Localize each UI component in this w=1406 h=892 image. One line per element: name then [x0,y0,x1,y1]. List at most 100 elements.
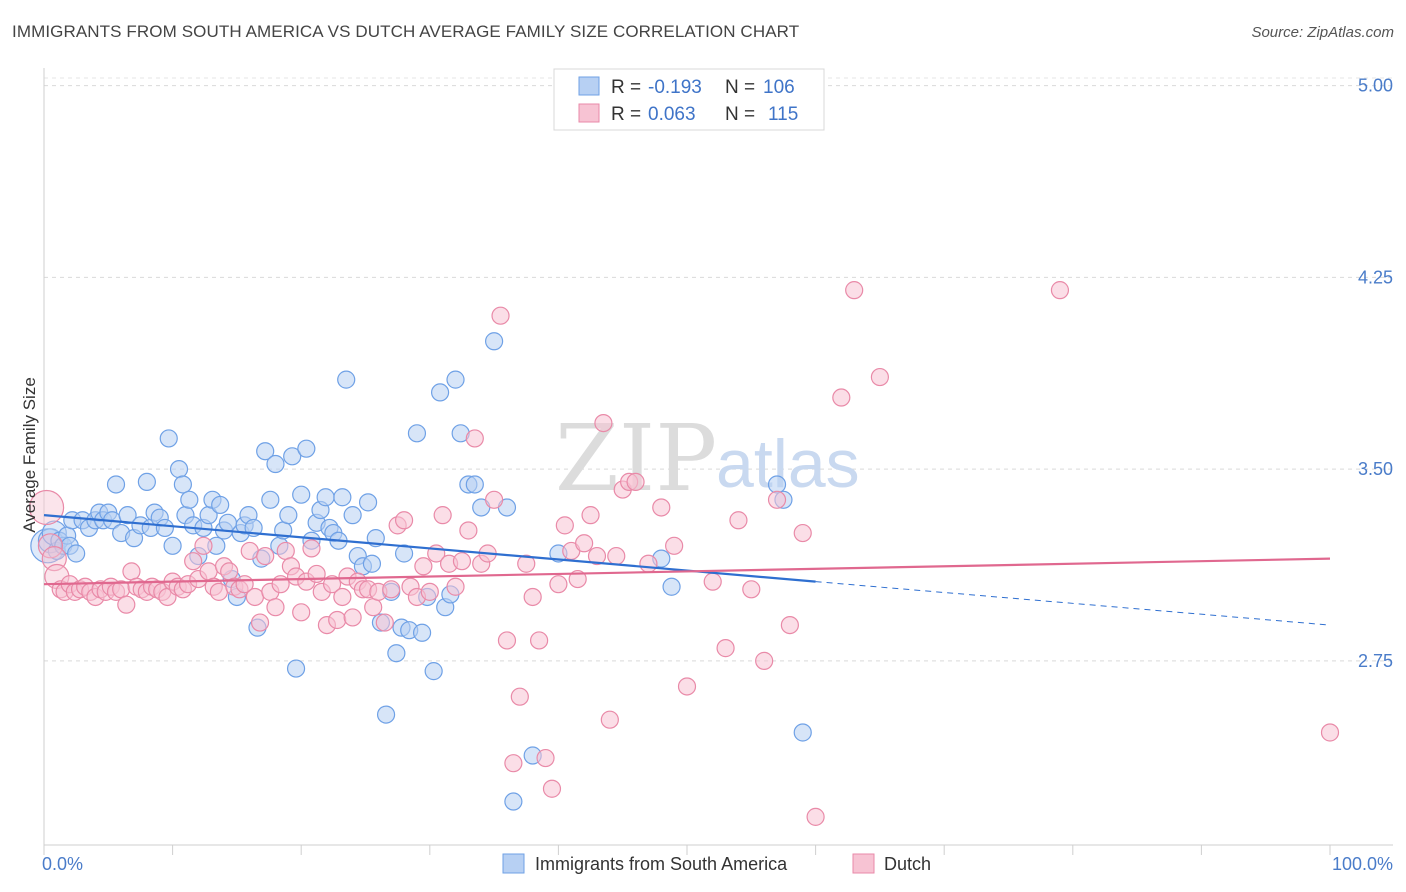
point-dutch [497,631,517,650]
point-immigrants [662,577,681,596]
bottom-legend-swatch-pink [852,853,875,874]
point-dutch [652,498,671,517]
point-dutch [209,582,228,601]
point-dutch [302,539,321,558]
bottom-legend-label-dutch: Dutch [884,854,931,874]
point-immigrants [286,659,306,678]
point-immigrants [337,370,356,389]
point-dutch [767,490,787,509]
point-immigrants [485,332,504,351]
point-dutch [742,580,761,599]
point-immigrants [266,454,285,474]
point-immigrants [767,475,787,494]
point-dutch [568,569,587,589]
point-dutch [452,552,472,571]
point-dutch [587,546,607,566]
point-dutch [716,639,735,658]
point-immigrants [446,370,465,389]
point-immigrants [465,475,484,494]
legend-r-value: 0.063 [648,104,696,125]
x-tick-label-min: 0.0% [42,854,83,874]
point-immigrants [137,472,156,492]
point-dutch [122,562,141,581]
point-dutch [117,595,136,614]
point-dutch [328,610,347,630]
point-dutch [276,541,295,561]
point-dutch [575,534,594,553]
point-immigrants [504,792,523,811]
point-immigrants [155,518,174,538]
point-dutch [517,554,536,573]
x-tick-label-max: 100.0% [1332,854,1393,874]
point-dutch [343,608,362,627]
point-dutch [549,575,568,594]
bottom-legend-swatch-blue [502,853,525,874]
point-dutch [459,521,478,540]
point-dutch [581,506,600,525]
point-dutch [626,472,645,492]
y-tick-label: 5.00 [1358,76,1393,96]
point-immigrants [279,506,298,525]
point-dutch [845,281,864,300]
point-dutch [364,598,383,617]
point-dutch [446,577,465,596]
point-immigrants [163,536,182,555]
point-dutch [607,546,626,566]
point-immigrants [118,506,137,525]
point-immigrants [412,623,432,642]
trend-lines [43,514,1331,626]
legend-swatch-pink [578,103,600,123]
point-dutch [504,754,523,773]
point-dutch [240,541,259,561]
point-dutch [394,511,414,530]
point-immigrants [362,554,382,573]
y-axis-label: Average Family Size [20,377,39,533]
point-immigrants [387,644,406,663]
point-dutch [1320,723,1340,742]
axes [43,68,1393,855]
y-tick-label: 2.75 [1358,651,1393,671]
series-dutch-points [28,281,1340,826]
stats-legend: R = -0.193 N = 106 R = 0.063 N = 115 [553,68,825,131]
point-dutch [292,603,311,622]
point-dutch [465,429,484,448]
point-dutch [184,552,203,571]
point-immigrants [424,662,443,681]
watermark-atlas: atlas [716,426,860,502]
legend-r-value: -0.193 [648,77,702,98]
point-dutch [536,748,555,768]
point-immigrants [159,429,178,448]
point-dutch [594,413,613,433]
point-dutch [555,516,574,535]
point-dutch [530,631,549,650]
point-dutch [250,613,270,632]
source-label: Source: ZipAtlas.com [1251,24,1394,41]
point-dutch [333,587,352,607]
point-dutch [1050,281,1070,300]
watermark-zip: ZIP [555,405,717,512]
point-dutch [780,615,799,635]
legend-n-value: 115 [768,104,798,125]
point-dutch [755,651,774,670]
point-dutch [600,710,619,729]
legend-n-label: N = [725,77,755,98]
point-immigrants [793,723,812,742]
point-immigrants [173,475,192,494]
point-immigrants [297,439,316,458]
point-dutch [271,575,290,594]
point-immigrants [211,495,230,515]
point-immigrants [169,460,189,479]
point-dutch [245,587,265,607]
point-immigrants [283,447,302,466]
point-dutch [510,687,529,706]
point-immigrants [292,485,311,504]
point-dutch [793,523,812,543]
point-immigrants [333,488,352,507]
point-dutch [870,367,890,387]
trend-line-immigrants-extrapolated [815,581,1331,626]
chart-title: IMMIGRANTS FROM SOUTH AMERICA VS DUTCH A… [12,22,800,41]
point-dutch [382,580,401,599]
point-immigrants [106,475,126,494]
x-tick-labels: 0.0% 100.0% [42,854,1393,874]
watermark: ZIP atlas [555,405,860,512]
